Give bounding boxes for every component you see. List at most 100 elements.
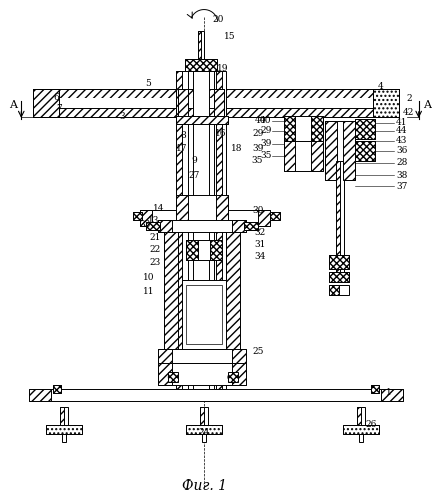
Bar xyxy=(46,425,82,434)
Bar xyxy=(311,116,323,140)
Text: 24: 24 xyxy=(198,428,210,438)
Text: A: A xyxy=(422,100,431,110)
Bar xyxy=(244,222,258,230)
Bar xyxy=(193,71,209,389)
Text: 30: 30 xyxy=(252,206,264,215)
Bar xyxy=(329,272,349,282)
Text: 40: 40 xyxy=(260,116,271,126)
Bar xyxy=(210,240,222,260)
Text: 39: 39 xyxy=(260,139,271,148)
Bar xyxy=(176,196,228,225)
Bar xyxy=(228,372,238,382)
Bar xyxy=(159,220,172,232)
Bar xyxy=(159,358,246,366)
Text: 42: 42 xyxy=(403,108,414,118)
Bar xyxy=(176,116,228,124)
Bar xyxy=(46,425,82,434)
Text: 8: 8 xyxy=(180,131,186,140)
Bar xyxy=(258,210,270,226)
Bar xyxy=(164,225,178,354)
Bar xyxy=(343,121,355,180)
Bar xyxy=(178,89,188,117)
Bar xyxy=(200,407,208,425)
Bar xyxy=(329,285,349,294)
Text: 19: 19 xyxy=(217,64,229,72)
Bar xyxy=(178,225,226,354)
Bar xyxy=(202,434,206,442)
Bar xyxy=(176,196,188,225)
Text: 23: 23 xyxy=(150,258,161,268)
Bar xyxy=(159,364,246,385)
Bar xyxy=(185,59,217,71)
Text: 1: 1 xyxy=(386,388,392,396)
Bar xyxy=(62,434,66,442)
Text: 38: 38 xyxy=(396,171,407,180)
Bar xyxy=(336,160,340,280)
Bar xyxy=(133,212,143,220)
Bar xyxy=(186,285,222,344)
Bar xyxy=(325,121,355,180)
Text: 40: 40 xyxy=(255,116,267,126)
Bar xyxy=(133,212,143,220)
Text: 14: 14 xyxy=(152,204,164,213)
Bar xyxy=(33,108,399,117)
Text: 25: 25 xyxy=(252,347,264,356)
Bar xyxy=(283,140,295,170)
Bar xyxy=(232,220,246,232)
Text: 18: 18 xyxy=(231,144,243,153)
Text: 17: 17 xyxy=(175,144,187,153)
Bar xyxy=(336,160,344,280)
Text: 20: 20 xyxy=(212,15,224,24)
Text: 4: 4 xyxy=(378,82,384,90)
Bar xyxy=(29,389,403,401)
Bar xyxy=(182,280,226,349)
Bar xyxy=(311,140,323,170)
Text: 28: 28 xyxy=(396,158,407,167)
Bar xyxy=(176,71,188,389)
Text: 35: 35 xyxy=(251,156,263,165)
Text: 34: 34 xyxy=(254,252,265,262)
Bar xyxy=(283,116,323,140)
Bar xyxy=(198,32,204,59)
Text: 10: 10 xyxy=(143,274,154,282)
Text: 27: 27 xyxy=(188,171,200,180)
Bar xyxy=(140,210,152,226)
Bar xyxy=(176,71,182,389)
Bar xyxy=(232,364,246,385)
Bar xyxy=(283,140,323,170)
Bar xyxy=(357,407,361,425)
Bar xyxy=(186,240,198,260)
Bar xyxy=(168,372,178,382)
Text: 22: 22 xyxy=(150,246,161,254)
Bar xyxy=(232,350,246,364)
Bar xyxy=(270,212,280,220)
Bar xyxy=(371,385,379,393)
Bar xyxy=(226,225,240,354)
Bar xyxy=(53,385,61,393)
Text: 7: 7 xyxy=(56,104,62,114)
Bar xyxy=(214,89,224,117)
Bar xyxy=(146,222,160,230)
Text: 26: 26 xyxy=(365,420,377,430)
Text: 31: 31 xyxy=(254,240,265,248)
Bar xyxy=(33,89,399,98)
Text: Фиг. 1: Фиг. 1 xyxy=(181,480,226,494)
Bar xyxy=(373,89,399,117)
Bar xyxy=(140,210,190,226)
Bar xyxy=(329,272,349,282)
Bar xyxy=(357,407,365,425)
Text: 44: 44 xyxy=(396,126,407,136)
Text: 11: 11 xyxy=(143,287,154,296)
Bar xyxy=(329,285,339,294)
Circle shape xyxy=(168,373,176,381)
Text: 29: 29 xyxy=(252,130,264,138)
Circle shape xyxy=(228,373,236,381)
Bar xyxy=(29,389,51,401)
Bar xyxy=(186,240,222,260)
Bar xyxy=(371,385,379,393)
Bar xyxy=(329,255,349,269)
Bar xyxy=(33,89,59,117)
Bar xyxy=(214,71,226,389)
Text: 37: 37 xyxy=(396,182,407,191)
Text: 36: 36 xyxy=(396,146,407,155)
